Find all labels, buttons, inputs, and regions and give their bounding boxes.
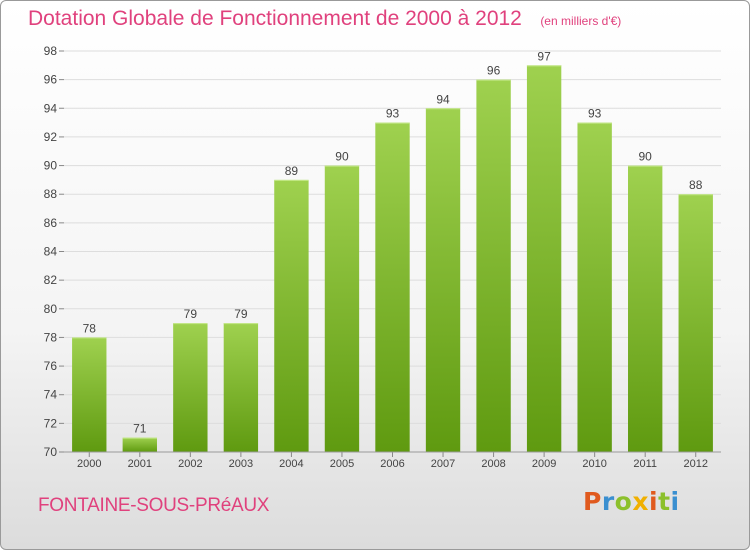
x-tick-label: 2007 <box>431 458 455 470</box>
data-label: 78 <box>83 321 97 335</box>
logo-letter: t <box>658 487 671 516</box>
logo-letter: i <box>649 487 659 516</box>
bar <box>526 65 562 453</box>
data-label: 79 <box>184 307 198 321</box>
bar <box>324 165 360 453</box>
y-tick-label: 90 <box>44 159 58 173</box>
y-tick-label: 86 <box>44 216 58 230</box>
y-tick-label: 76 <box>44 359 58 373</box>
x-tick-label: 2000 <box>77 458 101 470</box>
x-tick-label: 2006 <box>380 458 404 470</box>
data-label: 93 <box>386 107 400 121</box>
bar <box>678 194 713 452</box>
x-tick-label: 2004 <box>279 458 303 470</box>
data-label: 89 <box>285 164 299 178</box>
bar <box>577 122 612 452</box>
logo-letter: i <box>670 487 680 516</box>
data-label: 71 <box>133 422 147 436</box>
bar <box>72 337 107 452</box>
logo-letter: x <box>632 487 649 516</box>
logo-letter: o <box>614 487 633 516</box>
x-tick-label: 2003 <box>229 458 253 470</box>
y-tick-label: 88 <box>44 187 58 201</box>
x-axis-ticks: 2000 2001 2002 2003 2004 2005 2006 2007 2008 2009… <box>77 452 708 470</box>
data-label: 96 <box>487 64 501 78</box>
logo-letter: P <box>583 487 602 516</box>
x-tick-label: 2010 <box>582 458 606 470</box>
y-tick-label: 78 <box>44 330 58 344</box>
y-tick-label: 72 <box>44 416 58 430</box>
data-label: 88 <box>689 178 703 192</box>
proxiti-logo: Proxiti <box>583 487 680 516</box>
bars <box>72 65 713 453</box>
commune-name: FONTAINE-SOUS-PRéAUX <box>38 495 270 516</box>
chart-header: Dotation Globale de Fonctionnement de 20… <box>28 7 621 31</box>
y-tick-label: 98 <box>44 44 58 58</box>
y-tick-label: 96 <box>44 73 58 87</box>
bar <box>274 179 309 452</box>
data-label: 90 <box>335 150 349 164</box>
data-labels: 78 71 79 79 89 90 93 94 96 97 93 90 88 <box>83 49 703 435</box>
data-label: 90 <box>639 150 653 164</box>
x-tick-label: 2001 <box>128 458 152 470</box>
data-label: 93 <box>588 107 602 121</box>
y-axis-ticks: 70 72 74 76 78 80 82 84 86 88 90 92 94 96 98 <box>44 44 64 459</box>
data-label: 97 <box>537 49 551 63</box>
x-tick-label: 2005 <box>330 458 354 470</box>
bar <box>375 122 410 452</box>
data-label: 94 <box>436 92 450 106</box>
x-tick-label: 2009 <box>532 458 556 470</box>
chart-title: Dotation Globale de Fonctionnement de 20… <box>28 7 522 30</box>
bar <box>122 437 157 452</box>
x-tick-label: 2002 <box>178 458 202 470</box>
bar <box>628 165 663 453</box>
x-tick-label: 2012 <box>683 458 707 470</box>
data-label: 79 <box>234 307 248 321</box>
bar <box>173 323 208 452</box>
bar <box>476 79 511 453</box>
y-tick-label: 94 <box>44 101 58 115</box>
bar <box>425 108 461 453</box>
y-tick-label: 84 <box>44 245 58 259</box>
y-tick-label: 92 <box>44 130 58 144</box>
y-tick-label: 82 <box>44 273 58 287</box>
x-tick-label: 2011 <box>633 458 657 470</box>
y-tick-label: 74 <box>44 388 58 402</box>
logo-letter: r <box>601 487 615 516</box>
y-tick-label: 80 <box>44 302 58 316</box>
chart-subtitle: (en milliers d'€) <box>540 14 622 28</box>
bar <box>223 323 259 452</box>
x-tick-label: 2008 <box>481 458 505 470</box>
y-tick-label: 70 <box>44 445 58 459</box>
